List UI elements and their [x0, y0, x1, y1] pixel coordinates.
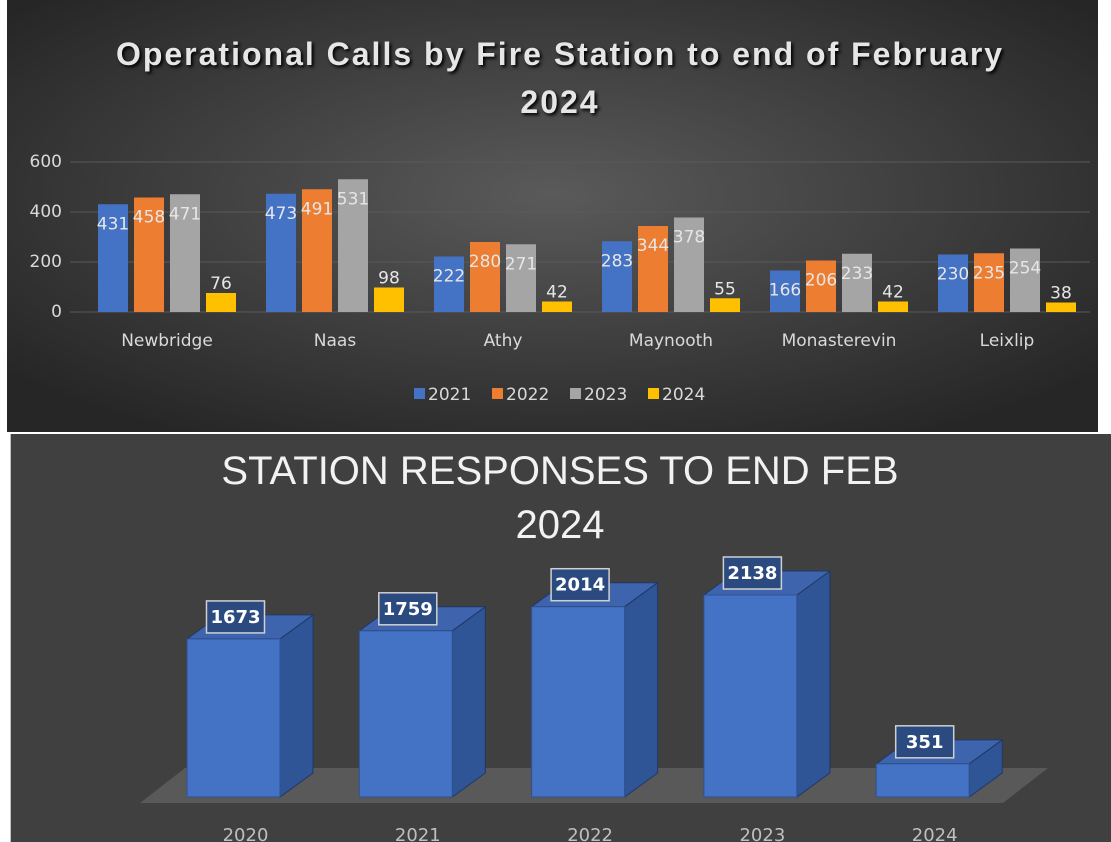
- data-label-box: [722, 556, 783, 590]
- bar-side: [451, 605, 486, 798]
- y-tick-label: 200: [30, 252, 62, 272]
- data-label: 76: [210, 274, 232, 294]
- legend-label: 2024: [662, 385, 705, 405]
- x-tick-label: 2020: [223, 825, 269, 842]
- bar: [602, 241, 632, 312]
- bar: [974, 253, 1004, 312]
- data-label: 271: [505, 254, 537, 274]
- data-label: 471: [169, 204, 201, 224]
- bar: [302, 189, 332, 312]
- data-label: 42: [882, 283, 904, 303]
- bar: [170, 194, 200, 312]
- bar: [1046, 302, 1076, 312]
- x-tick-label: Athy: [484, 331, 523, 351]
- bar: [470, 242, 500, 312]
- bar: [770, 270, 800, 312]
- x-tick-label: Newbridge: [121, 331, 213, 351]
- bar: [186, 638, 281, 798]
- data-label: 55: [714, 279, 736, 299]
- data-label: 2138: [727, 563, 777, 584]
- chart-title: STATION RESPONSES TO END FEB 2024: [221, 449, 899, 547]
- legend-label: 2022: [506, 385, 549, 405]
- x-tick-label: 2021: [395, 825, 441, 842]
- y-tick-label: 0: [51, 302, 62, 322]
- bar: [703, 594, 798, 798]
- bar: [875, 763, 970, 798]
- data-label: 235: [973, 263, 1005, 283]
- legend-swatch: [570, 388, 581, 399]
- data-label: 344: [637, 236, 669, 256]
- data-label: 431: [97, 214, 129, 234]
- bar: [358, 630, 453, 798]
- bar: [878, 301, 908, 312]
- bar: [206, 293, 236, 312]
- bar: [266, 193, 296, 312]
- data-label: 230: [937, 265, 969, 285]
- y-tick-label: 400: [30, 202, 62, 222]
- bar: [710, 298, 740, 312]
- data-label: 2014: [555, 575, 605, 596]
- bar: [542, 301, 572, 312]
- data-label: 254: [1009, 259, 1041, 279]
- x-tick-label: 2023: [739, 825, 785, 842]
- bar-side: [624, 581, 659, 798]
- data-label: 378: [673, 228, 705, 248]
- y-tick-label: 600: [30, 152, 62, 172]
- legend-swatch: [648, 388, 659, 399]
- data-label: 458: [133, 208, 165, 228]
- data-label-box: [205, 600, 266, 634]
- legend-swatch: [414, 388, 425, 399]
- bar: [806, 260, 836, 312]
- bar: [434, 256, 464, 312]
- data-label-box: [378, 592, 438, 626]
- bar: [98, 204, 128, 312]
- legend-label: 2023: [584, 385, 627, 405]
- data-label: 283: [601, 251, 633, 271]
- data-label: 222: [433, 267, 465, 287]
- data-label-box: [550, 567, 610, 602]
- data-label: 1673: [210, 607, 260, 628]
- x-tick-label: Monasterevin: [782, 331, 897, 351]
- bar: [842, 253, 872, 312]
- bar: [338, 179, 368, 312]
- data-label: 166: [769, 281, 801, 301]
- x-tick-label: 2022: [567, 825, 613, 842]
- data-label: 38: [1050, 284, 1072, 304]
- x-tick-label: 2024: [912, 825, 958, 842]
- bar-side: [796, 570, 831, 798]
- data-label: 491: [301, 199, 333, 219]
- data-label: 98: [378, 269, 400, 289]
- bar: [374, 287, 404, 312]
- bar: [531, 606, 626, 798]
- bar: [134, 197, 164, 312]
- bar: [938, 254, 968, 312]
- bar: [638, 226, 668, 312]
- bar: [506, 244, 536, 312]
- data-label: 42: [546, 283, 568, 303]
- legend-label: 2021: [428, 385, 471, 405]
- x-tick-label: Leixlip: [980, 331, 1035, 351]
- data-label-box: [894, 725, 955, 759]
- bar: [674, 217, 704, 312]
- x-tick-label: Naas: [314, 331, 357, 351]
- data-label: 233: [841, 264, 873, 284]
- bar-side: [279, 613, 314, 798]
- data-label: 1759: [383, 599, 433, 620]
- x-tick-label: Maynooth: [629, 331, 713, 351]
- legend-swatch: [492, 388, 503, 399]
- data-label: 351: [906, 732, 944, 753]
- data-label: 473: [265, 204, 297, 224]
- data-label: 280: [469, 252, 501, 272]
- data-label: 531: [337, 189, 369, 209]
- data-label: 206: [805, 271, 837, 291]
- bar: [1010, 248, 1040, 312]
- chart-title: Operational Calls by Fire Station to end…: [115, 36, 1005, 120]
